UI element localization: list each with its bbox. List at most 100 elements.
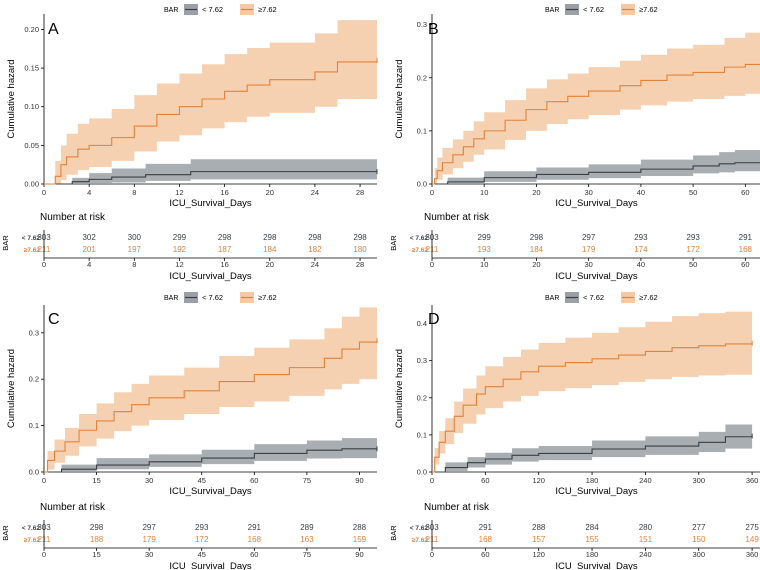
x-tick-label: 20 <box>532 188 540 197</box>
risk-value: 298 <box>353 233 367 242</box>
risk-value: 291 <box>739 233 753 242</box>
panel-label: B <box>428 21 439 38</box>
ci-band-high-bar <box>44 305 377 472</box>
risk-value: 188 <box>90 535 104 544</box>
legend-entry-label: ≥7.62 <box>258 5 277 14</box>
risk-value: 168 <box>739 245 753 254</box>
risk-table-title: Number at risk <box>40 502 106 513</box>
hazard-line-high-bar <box>432 343 753 473</box>
risk-value: 159 <box>353 535 367 544</box>
x-axis-label: ICU_Survival_Days <box>555 486 638 497</box>
risk-table-x-tick-label: 60 <box>481 550 489 559</box>
risk-value: 298 <box>218 233 232 242</box>
risk-value: 163 <box>300 535 314 544</box>
y-tick-label: 0.0 <box>417 180 427 189</box>
y-tick-label: 0.0 <box>417 468 427 477</box>
risk-table-x-tick-label: 120 <box>532 550 545 559</box>
x-axis-label: ICU_Survival_Days <box>169 198 252 209</box>
x-tick-label: 240 <box>639 476 652 485</box>
x-tick-label: 4 <box>87 188 91 197</box>
risk-table-x-tick-label: 20 <box>532 260 540 269</box>
risk-table-x-axis-label: ICU_Survival_Days <box>169 561 252 570</box>
legend-entry-label: ≥7.62 <box>639 5 658 14</box>
y-tick-label: 0.2 <box>417 73 427 82</box>
legend-entry-label: ≥7.62 <box>258 293 277 302</box>
legend-title: BAR <box>164 7 178 14</box>
risk-table-x-tick-label: 4 <box>87 260 91 269</box>
x-tick-label: 0 <box>42 188 46 197</box>
x-tick-label: 28 <box>356 188 364 197</box>
y-tick-label: 0.2 <box>417 393 427 402</box>
y-axis-label: Cumulative hazard <box>6 349 17 428</box>
risk-table-x-tick-label: 0 <box>42 550 46 559</box>
risk-table-x-tick-label: 75 <box>303 550 311 559</box>
risk-value: 298 <box>263 233 277 242</box>
risk-value: 297 <box>142 523 156 532</box>
x-tick-label: 24 <box>311 188 319 197</box>
risk-value: 293 <box>686 233 700 242</box>
risk-strata-label: BAR <box>389 235 398 251</box>
risk-value: 157 <box>532 535 546 544</box>
risk-row-label: ≥7.62 <box>24 537 41 544</box>
risk-value: 289 <box>300 523 314 532</box>
risk-value: 172 <box>686 245 700 254</box>
y-tick-label: 0.2 <box>29 375 39 384</box>
risk-value: 179 <box>142 535 156 544</box>
risk-table-x-tick-label: 0 <box>42 260 46 269</box>
hazard-line-low-bar <box>44 171 377 185</box>
risk-table-x-tick-label: 360 <box>746 550 759 559</box>
risk-value: 299 <box>478 233 492 242</box>
risk-table-x-tick-label: 180 <box>586 550 599 559</box>
legend: BAR < 7.62 ≥7.62 <box>164 4 277 15</box>
risk-value: 293 <box>195 523 209 532</box>
risk-value: 291 <box>248 523 262 532</box>
ci-band-high-bar <box>432 32 760 184</box>
y-axis-label: Cumulative hazard <box>394 59 405 138</box>
risk-value: 168 <box>479 535 493 544</box>
risk-row-label: < 7.62 <box>22 235 41 242</box>
legend-entry-label: < 7.62 <box>202 293 223 302</box>
legend-entry-label: ≥7.62 <box>639 293 658 302</box>
risk-table-x-tick-label: 240 <box>639 550 652 559</box>
x-tick-label: 40 <box>637 188 645 197</box>
x-tick-label: 30 <box>584 188 592 197</box>
risk-table-x-tick-label: 12 <box>175 260 183 269</box>
risk-value: 298 <box>308 233 322 242</box>
x-tick-label: 60 <box>481 476 489 485</box>
risk-value: 275 <box>745 523 759 532</box>
risk-strata-label: BAR <box>389 525 398 541</box>
risk-table-x-tick-label: 0 <box>430 550 434 559</box>
hazard-line-high-bar <box>44 60 378 185</box>
panel-c: BAR < 7.62 ≥7.62 0.0 0.1 0.2 0.3 0 15 30 45 60 75 90 I… <box>1 292 378 570</box>
risk-value: 155 <box>585 535 599 544</box>
x-tick-label: 16 <box>220 188 228 197</box>
risk-value: 288 <box>353 523 367 532</box>
risk-value: 293 <box>634 233 648 242</box>
risk-value: 298 <box>90 523 104 532</box>
risk-value: 149 <box>745 535 759 544</box>
legend-entry-label: < 7.62 <box>202 5 223 14</box>
x-tick-label: 90 <box>355 476 363 485</box>
y-tick-label: 0.1 <box>417 126 427 135</box>
legend-title: BAR <box>545 7 559 14</box>
risk-value: 298 <box>530 233 544 242</box>
panel-label: A <box>48 21 59 38</box>
y-tick-label: 0.1 <box>417 430 427 439</box>
ci-band-low-bar <box>432 150 760 184</box>
x-tick-label: 180 <box>586 476 599 485</box>
risk-value: 172 <box>195 535 209 544</box>
risk-value: 299 <box>173 233 187 242</box>
y-tick-label: 0.0 <box>29 468 39 477</box>
y-tick-label: 0.05 <box>24 141 39 150</box>
risk-value: 297 <box>582 233 596 242</box>
y-tick-label: 0.3 <box>417 20 427 29</box>
x-tick-label: 50 <box>689 188 697 197</box>
risk-table-x-axis-label: ICU_Survival_Days <box>169 271 252 282</box>
x-tick-label: 60 <box>741 188 749 197</box>
risk-value: 184 <box>263 245 277 254</box>
panel-label: D <box>428 311 440 328</box>
